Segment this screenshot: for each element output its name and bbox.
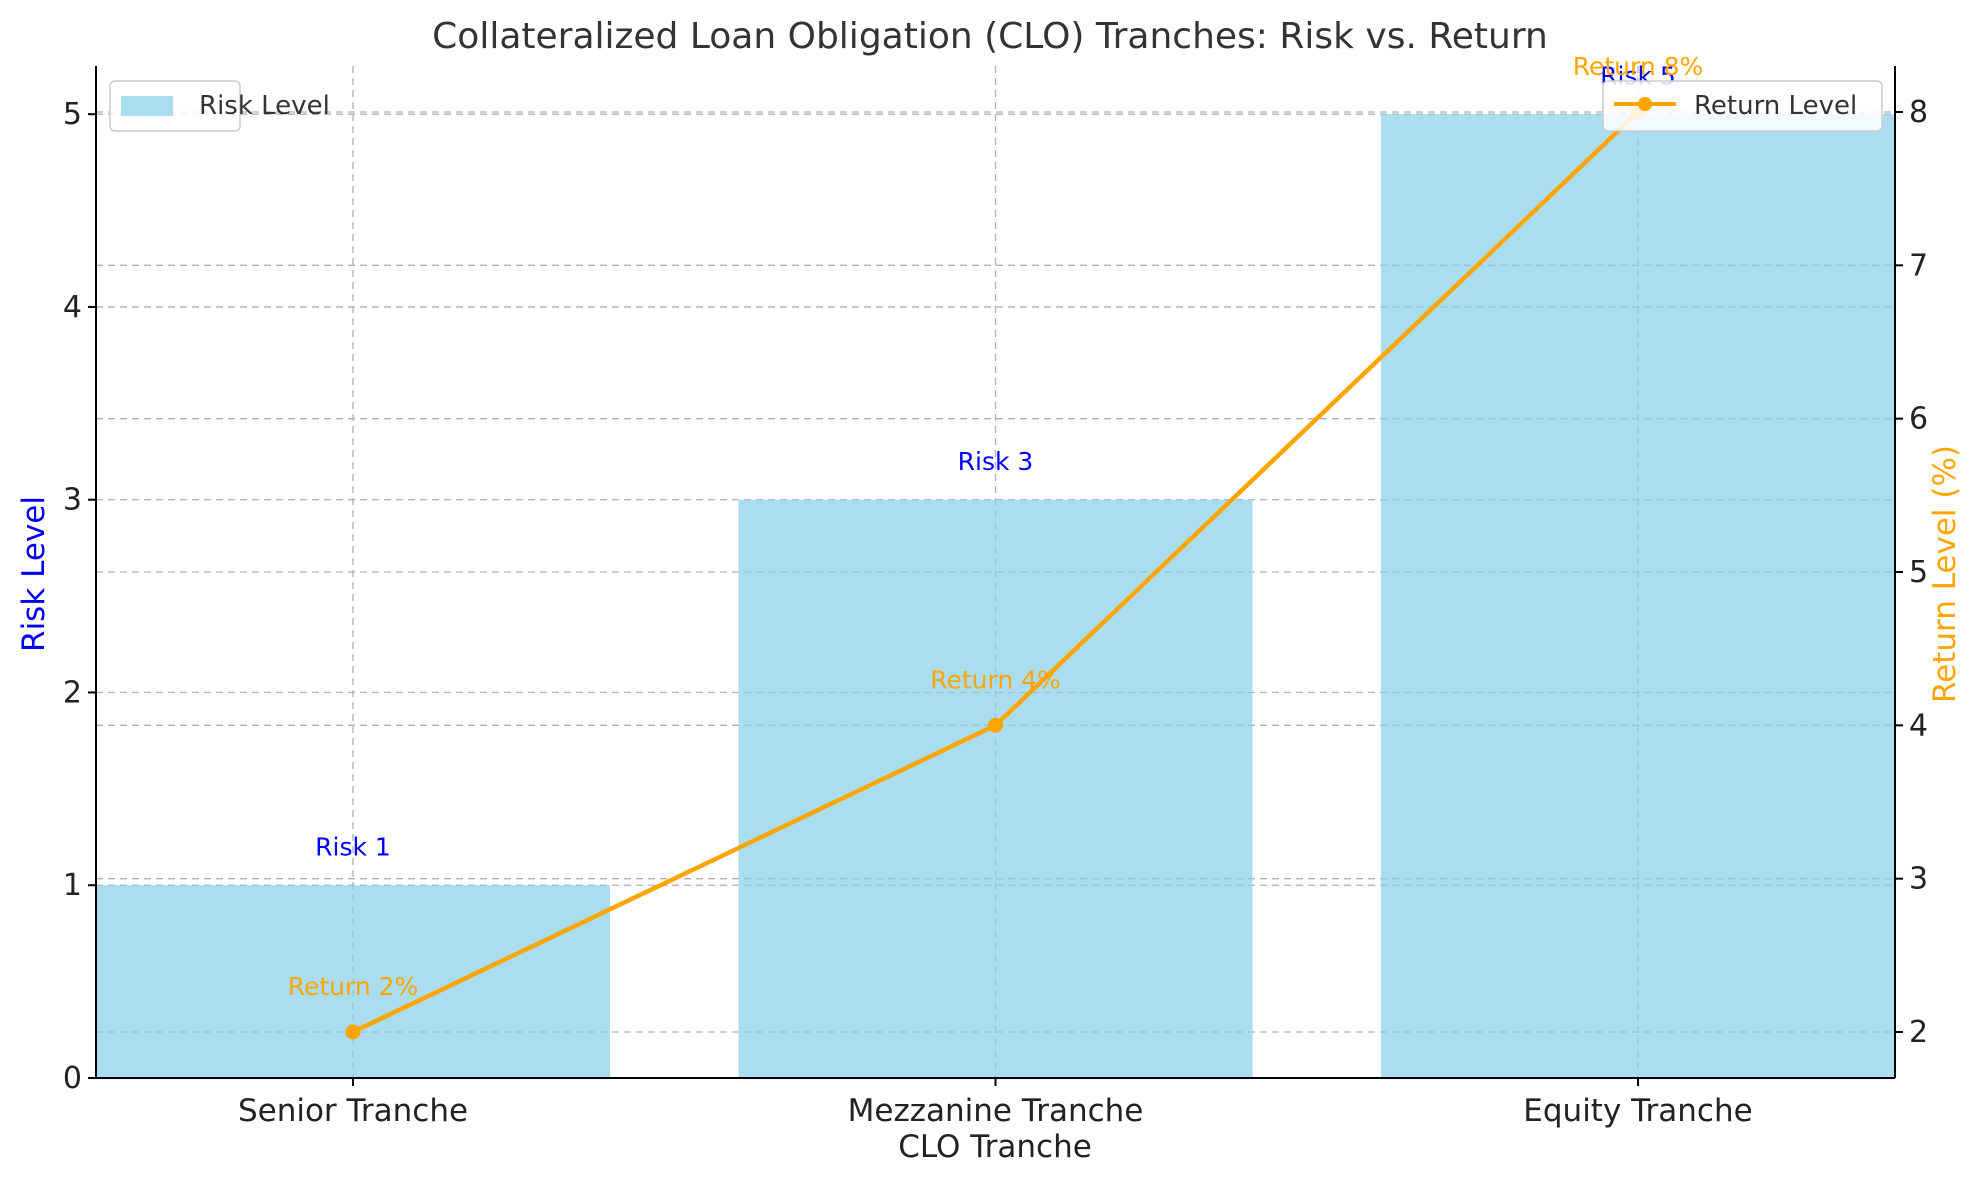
x-tick-label: Senior Tranche — [238, 1093, 468, 1129]
y-tick-label: 5 — [63, 97, 82, 132]
bar-risk — [96, 885, 610, 1078]
line-data-label: Return 4% — [930, 665, 1061, 694]
y2-tick-label: 6 — [1909, 402, 1928, 437]
bar-risk — [1381, 114, 1895, 1078]
y2-tick-label: 3 — [1909, 862, 1928, 897]
return-point — [345, 1024, 361, 1040]
legend-return-marker — [1638, 97, 1652, 111]
return-point — [988, 717, 1003, 733]
legend-risk: Risk Level — [109, 80, 330, 132]
axis-layer: 0 1 2 3 4 5 2 3 4 5 6 7 8 Senior Tranche Mezzanine Tra… — [63, 66, 1928, 1129]
y-tick-label: 1 — [63, 868, 82, 903]
legend-return-label: Return Level — [1694, 91, 1857, 121]
bar-risk — [738, 499, 1253, 1078]
y-tick-label: 3 — [63, 483, 82, 518]
chart-title: Collateralized Loan Obligation (CLO) Tra… — [432, 16, 1548, 57]
y2-tick-label: 2 — [1909, 1015, 1928, 1050]
legend-return-frame — [1602, 80, 1883, 132]
line-data-label: Return 2% — [288, 972, 419, 1001]
y-tick-label: 2 — [63, 675, 82, 710]
y-axis-title: Risk Level — [16, 496, 52, 652]
y2-tick-label: 7 — [1909, 248, 1928, 283]
y2-tick-label: 8 — [1909, 95, 1928, 130]
x-axis-title: CLO Tranche — [898, 1129, 1092, 1165]
y-tick-label: 4 — [63, 290, 82, 325]
bar-layer — [96, 114, 1895, 1078]
y-tick-label: 0 — [63, 1061, 82, 1096]
y2-axis-title: Return Level (%) — [1927, 445, 1963, 703]
y2-tick-label: 4 — [1909, 708, 1928, 743]
legend-risk-label: Risk Level — [199, 91, 330, 121]
x-tick-label: Equity Tranche — [1523, 1093, 1752, 1129]
bar-data-label: Risk 3 — [958, 447, 1034, 476]
legend-return: Return Level — [1602, 80, 1883, 132]
line-data-label: Return 8% — [1573, 52, 1704, 81]
legend-risk-frame — [109, 80, 241, 132]
legend-risk-swatch — [121, 96, 173, 116]
x-tick-label: Mezzanine Tranche — [848, 1093, 1144, 1129]
bar-data-label: Risk 1 — [315, 833, 391, 862]
y2-tick-label: 5 — [1909, 555, 1928, 590]
